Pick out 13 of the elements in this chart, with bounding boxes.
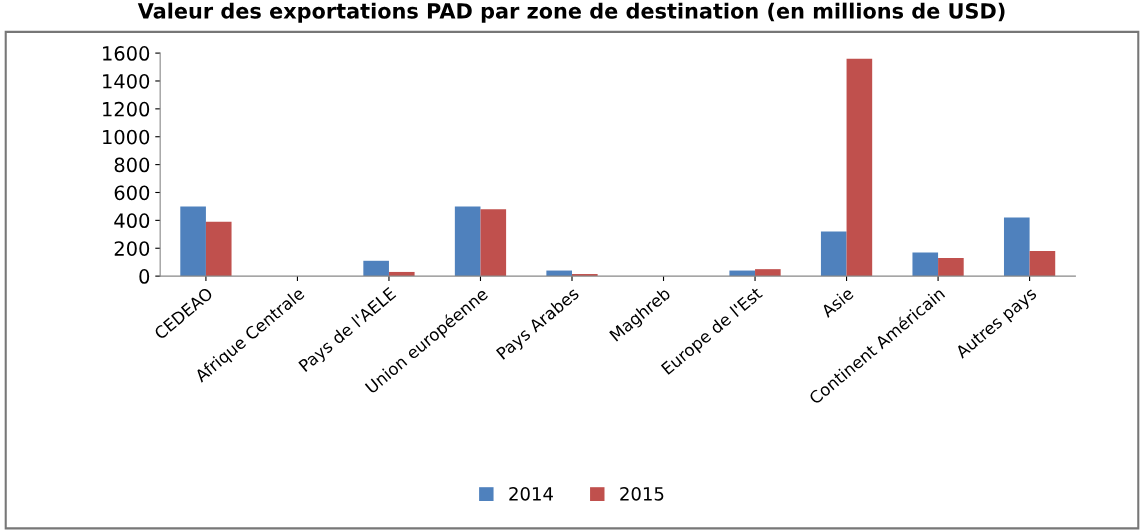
y-tick-label: 200 xyxy=(114,241,150,256)
y-tick-label: 0 xyxy=(139,269,150,284)
x-tick-label: Asie xyxy=(819,286,855,319)
y-tick-label: 1600 xyxy=(103,46,150,61)
y-tick-label: 1400 xyxy=(103,73,150,89)
legend-label: 2015 xyxy=(620,486,664,501)
y-tick-label: 600 xyxy=(114,185,150,201)
y-tick-label: 1000 xyxy=(103,129,150,145)
y-tick-label: 1200 xyxy=(103,101,150,117)
y-tick-label: 400 xyxy=(114,213,150,229)
chart-title: Valeur des exportations PAD par zone de destination (en millions de USD) xyxy=(137,2,1005,23)
legend-label: 2014 xyxy=(509,486,553,501)
y-tick-label: 800 xyxy=(114,157,150,173)
